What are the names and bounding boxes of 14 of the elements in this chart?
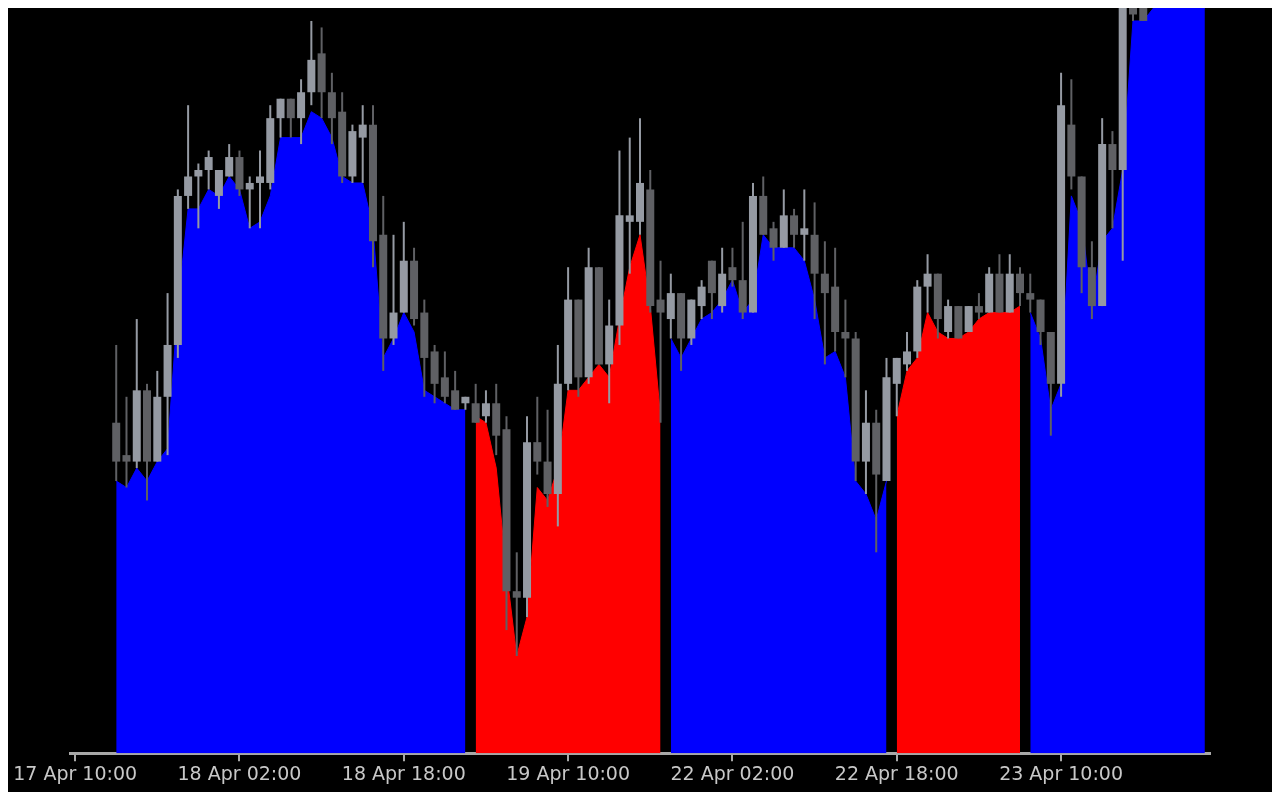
candlestick [841,299,850,378]
x-tick-label: 19 Apr 10:00 [506,761,631,784]
candlestick [122,396,131,488]
candlestick [625,137,634,274]
x-tick-label: 22 Apr 18:00 [834,761,959,784]
candlestick [656,260,665,423]
x-tick-label: 23 Apr 10:00 [999,761,1124,784]
x-tick-label: 18 Apr 02:00 [177,761,302,784]
x-tick-label: 17 Apr 10:00 [13,761,138,784]
x-tick-label: 18 Apr 18:00 [341,761,466,784]
candlestick [256,150,264,229]
candlestick [512,552,521,656]
candlestick [800,189,809,261]
x-tick-label: 22 Apr 02:00 [670,761,795,784]
